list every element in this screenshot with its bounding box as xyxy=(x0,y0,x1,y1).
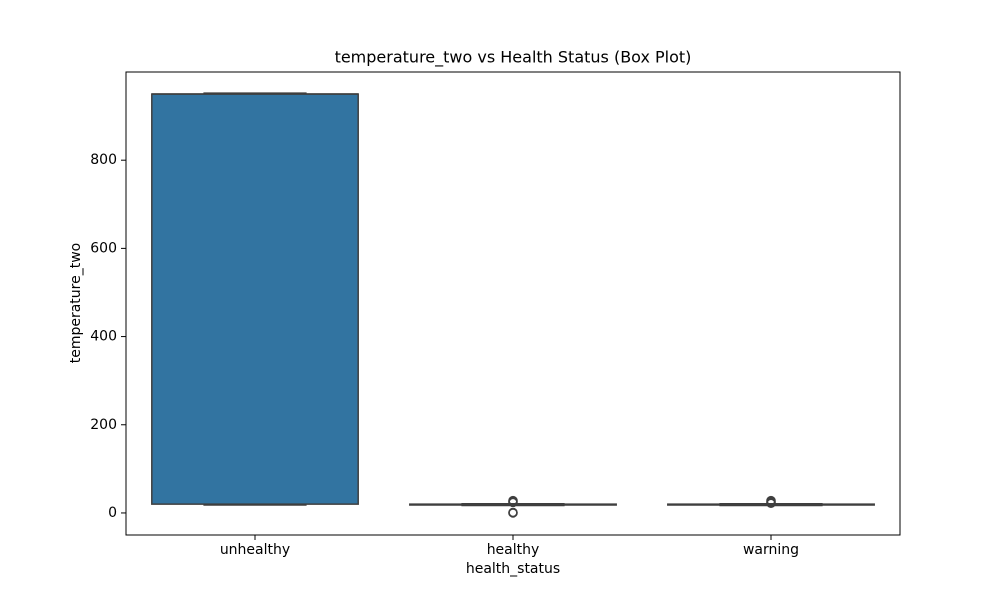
outlier xyxy=(766,495,776,506)
y-tick-label: 400 xyxy=(90,329,117,345)
box xyxy=(151,93,359,505)
y-tick-label: 0 xyxy=(108,505,117,521)
plot-frame xyxy=(125,71,901,536)
x-tick-label: unhealthy xyxy=(220,542,290,558)
outlier xyxy=(508,507,518,518)
outlier xyxy=(508,495,518,506)
y-tick-label: 600 xyxy=(90,240,117,256)
x-tick-label: healthy xyxy=(487,542,540,558)
x-tick-label: warning xyxy=(743,542,799,558)
y-tick-label: 800 xyxy=(90,152,117,168)
x-axis-label: health_status xyxy=(466,561,560,577)
y-axis-label: temperature_two xyxy=(68,243,84,364)
y-tick-label: 200 xyxy=(90,417,117,433)
chart-title: temperature_two vs Health Status (Box Pl… xyxy=(335,48,692,68)
